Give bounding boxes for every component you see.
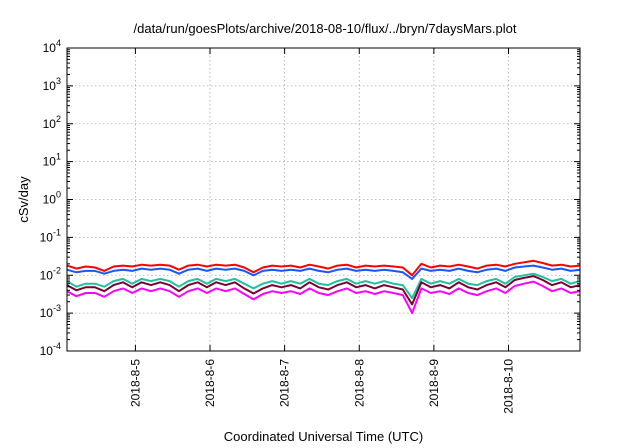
grid-lines [67, 48, 580, 351]
x-tick-label: 2018-8-6 [203, 359, 217, 407]
y-tick-label: 10-4 [40, 341, 61, 358]
series-line-4 [66, 275, 581, 306]
series-line-1 [66, 259, 581, 277]
series-line-5 [66, 280, 581, 315]
x-tick-label: 2018-8-9 [427, 359, 441, 407]
chart-title: /data/run/goesPlots/archive/2018-08-10/f… [134, 21, 517, 36]
series-lines [66, 259, 581, 315]
y-tick-label: 103 [43, 76, 61, 93]
y-tick-label: 10-1 [40, 227, 61, 244]
y-axis-label: cSv/day [16, 176, 31, 223]
x-axis-ticks: 2018-8-5 2018-8-6 2018-8-7 2018-8-8 2018-8-9… [128, 48, 515, 414]
y-tick-label: 10-2 [40, 265, 61, 282]
y-tick-label: 102 [43, 114, 61, 131]
x-tick-label: 2018-8-10 [501, 359, 515, 414]
x-axis-label: Coordinated Universal Time (UTC) [224, 429, 423, 444]
x-tick-label: 2018-8-8 [352, 359, 366, 407]
x-tick-label: 2018-8-5 [128, 359, 142, 407]
y-tick-label: 101 [43, 152, 61, 169]
y-axis-ticks: 10-4 10-3 10-2 10-1 100 101 102 103 104 [40, 38, 580, 358]
series-line-2 [66, 264, 581, 280]
x-tick-label: 2018-8-7 [278, 359, 292, 407]
series-line-3 [66, 272, 581, 300]
y-tick-label: 100 [43, 190, 61, 207]
y-tick-label: 104 [43, 38, 61, 55]
y-tick-label: 10-3 [40, 303, 61, 320]
